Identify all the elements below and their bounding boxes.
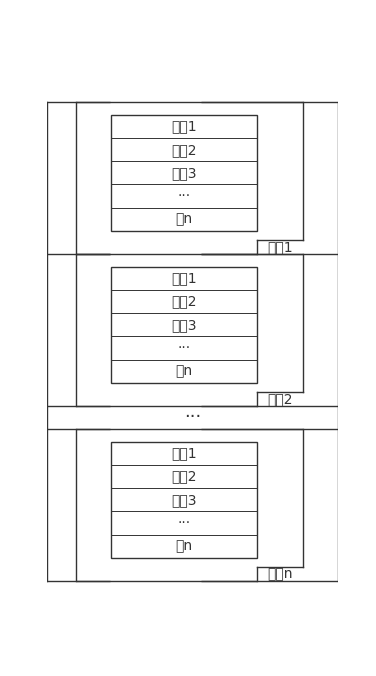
Text: ···: ··· [184,408,201,427]
Text: 窗口2: 窗口2 [267,392,293,406]
Text: 属n: 属n [175,539,193,553]
Text: 属批1: 属批1 [171,447,197,460]
Bar [111,267,257,383]
Text: 属批1: 属批1 [171,120,197,134]
Text: 属批3: 属批3 [171,318,197,332]
Text: 属批3: 属批3 [171,493,197,507]
Text: 属n: 属n [175,212,193,226]
Text: ···: ··· [177,189,191,203]
Text: 属批2: 属批2 [171,143,197,157]
Text: 属n: 属n [175,364,193,378]
Bar [111,442,257,558]
Text: 属批2: 属批2 [171,470,197,484]
Text: 窗口n: 窗口n [267,567,293,581]
Text: 属批1: 属批1 [171,272,197,285]
Text: 属批3: 属批3 [171,166,197,180]
Text: 属批2: 属批2 [171,295,197,309]
Text: ···: ··· [177,341,191,355]
Text: 窗口1: 窗口1 [267,240,293,254]
Text: ···: ··· [177,516,191,530]
Bar [111,115,257,231]
